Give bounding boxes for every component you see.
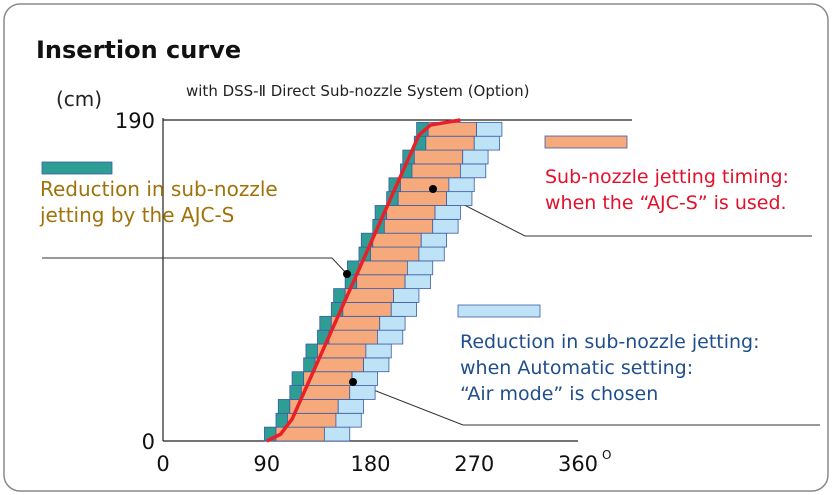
timing-segment bbox=[358, 260, 408, 276]
legend-label: when the “AJC-S” is used. bbox=[545, 192, 787, 214]
timing-segment bbox=[291, 371, 305, 386]
plot: 0 190 0 90 180 270 360 O bbox=[115, 109, 632, 476]
timing-segment bbox=[383, 218, 434, 234]
timing-segment bbox=[342, 302, 392, 317]
timing-segment bbox=[460, 163, 487, 179]
timing-segment bbox=[448, 177, 475, 193]
leader-line bbox=[42, 257, 348, 275]
pointer-dot bbox=[343, 270, 351, 278]
timing-segment bbox=[411, 163, 461, 179]
timing-segment bbox=[420, 232, 447, 248]
timing-segment bbox=[370, 246, 420, 262]
legend-label: “Air mode” is chosen bbox=[460, 383, 658, 405]
timing-segment bbox=[473, 135, 501, 151]
timing-segment bbox=[379, 315, 406, 331]
y-tick-label: 190 bbox=[115, 109, 155, 133]
timing-segment bbox=[277, 399, 291, 414]
insertion-curve bbox=[265, 118, 461, 443]
timing-segment bbox=[335, 412, 362, 428]
legend-swatch bbox=[544, 135, 628, 149]
chart-title: Insertion curve bbox=[36, 36, 241, 64]
pointer-dot bbox=[349, 378, 357, 386]
timing-segment bbox=[363, 357, 390, 373]
y-unit: (cm) bbox=[56, 87, 102, 111]
legend-swatch bbox=[457, 304, 541, 318]
timing-segment bbox=[323, 426, 351, 442]
subtitle: with DSS-Ⅱ Direct Sub-nozzle System (Opt… bbox=[186, 82, 529, 100]
timing-segment bbox=[349, 385, 376, 400]
timing-segment bbox=[319, 315, 332, 331]
timing-segment bbox=[390, 302, 418, 317]
legend-label: Reduction in sub-nozzle jetting: bbox=[460, 331, 760, 353]
timing-segment bbox=[386, 205, 436, 220]
legend-label: Reduction in sub-nozzle bbox=[40, 177, 278, 201]
y-tick-label: 0 bbox=[142, 430, 155, 454]
timing-segment bbox=[300, 385, 351, 400]
timing-segment bbox=[344, 288, 394, 303]
x-tick-label: 270 bbox=[454, 452, 494, 476]
timing-segment bbox=[372, 232, 422, 248]
timing-segment bbox=[365, 343, 392, 359]
timing-segment bbox=[476, 121, 503, 137]
legend-swatch bbox=[41, 161, 113, 175]
timing-segment bbox=[434, 205, 461, 220]
timing-segment bbox=[406, 260, 434, 276]
timing-segment bbox=[446, 191, 473, 206]
timing-segment bbox=[413, 149, 464, 165]
x-tick-label: 0 bbox=[156, 452, 169, 476]
timing-segment bbox=[393, 288, 420, 303]
timing-segment bbox=[404, 274, 431, 290]
timing-segment bbox=[432, 218, 459, 234]
timing-segment bbox=[289, 385, 302, 400]
timing-segment bbox=[418, 246, 445, 262]
x-tick-label: 90 bbox=[253, 452, 280, 476]
leader-line bbox=[352, 381, 820, 426]
legend-label: when Automatic setting: bbox=[460, 357, 693, 379]
x-unit: O bbox=[602, 448, 611, 462]
legend-label: Sub-nozzle jetting timing: bbox=[545, 166, 789, 188]
x-tick-label: 360 bbox=[558, 452, 598, 476]
timing-segment bbox=[337, 399, 364, 414]
timing-segment bbox=[328, 329, 378, 345]
overlay bbox=[343, 185, 437, 386]
timing-segment bbox=[305, 343, 318, 359]
timing-segment bbox=[397, 191, 447, 206]
x-tick-label: 180 bbox=[350, 452, 390, 476]
timing-segment bbox=[425, 135, 475, 151]
legend-label: jetting by the AJC-S bbox=[39, 203, 234, 227]
timing-segment bbox=[462, 149, 489, 165]
timing-segment bbox=[314, 357, 364, 373]
timing-segment bbox=[400, 177, 450, 193]
timing-segment bbox=[377, 329, 404, 345]
pointer-dot bbox=[429, 185, 437, 193]
timing-segment bbox=[356, 274, 406, 290]
